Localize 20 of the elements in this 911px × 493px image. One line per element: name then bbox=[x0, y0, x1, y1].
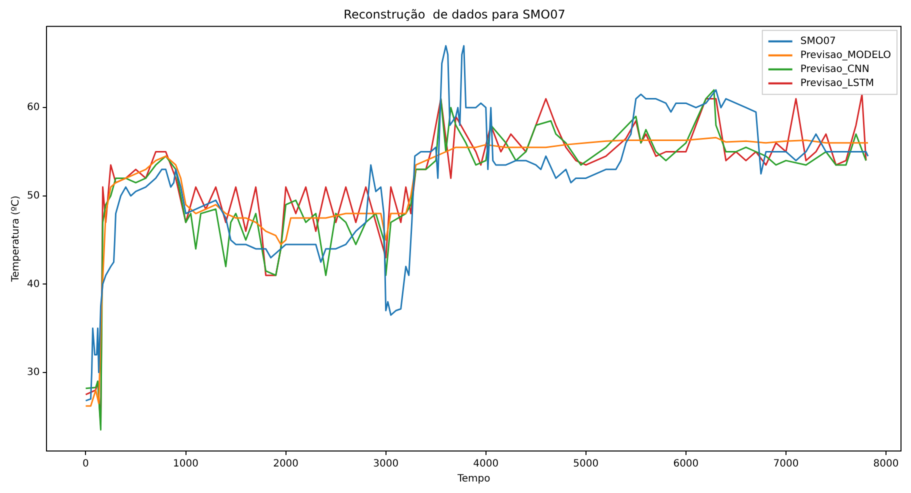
y-tick-label: 40 bbox=[26, 278, 40, 290]
y-tick-label: 50 bbox=[26, 190, 40, 202]
legend-label: SMO07 bbox=[800, 36, 836, 47]
x-tick-label: 0 bbox=[82, 458, 89, 470]
x-tick-label: 5000 bbox=[573, 458, 599, 470]
x-tick-label: 6000 bbox=[673, 458, 699, 470]
chart-title: Reconstrução de dados para SMO07 bbox=[344, 7, 566, 22]
legend-label: Previsao_LSTM bbox=[800, 78, 874, 89]
y-axis-title: Temperatura (ºC) bbox=[10, 195, 22, 283]
x-tick-label: 1000 bbox=[173, 458, 198, 470]
y-tick-label: 60 bbox=[26, 102, 40, 114]
x-tick-label: 3000 bbox=[373, 458, 399, 470]
x-tick-label: 8000 bbox=[873, 458, 899, 470]
x-tick-label: 7000 bbox=[773, 458, 799, 470]
legend-label: Previsao_CNN bbox=[800, 64, 870, 75]
x-axis-title: Tempo bbox=[456, 474, 490, 485]
x-tick-label: 2000 bbox=[273, 458, 299, 470]
legend-label: Previsao_MODELO bbox=[800, 50, 892, 61]
x-tick-label: 4000 bbox=[473, 458, 499, 470]
y-tick-label: 30 bbox=[26, 367, 40, 378]
